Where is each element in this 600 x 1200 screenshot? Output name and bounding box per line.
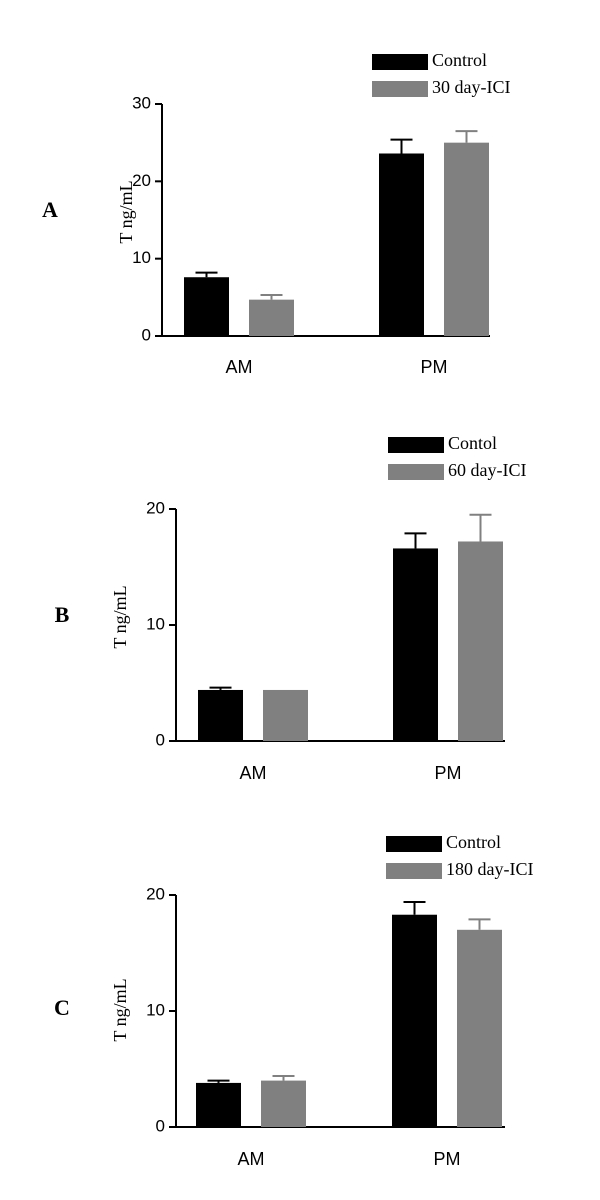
bar-180-day-ici-pm	[457, 929, 502, 1127]
panel-label: A	[42, 197, 58, 222]
bar-30-day-ici-pm	[444, 142, 489, 336]
y-axis-label: T ng/mL	[116, 180, 136, 243]
bar-60-day-ici-pm	[458, 541, 503, 741]
bar-control-pm	[379, 153, 424, 336]
bar-control-am	[196, 1082, 241, 1127]
y-axis-label: T ng/mL	[110, 585, 130, 648]
y-tick-label: 10	[132, 248, 151, 267]
x-category-label: AM	[238, 1149, 265, 1169]
y-tick-label: 0	[156, 1116, 165, 1135]
bar-60-day-ici-am	[263, 689, 308, 741]
legend-label: 60 day-ICI	[448, 460, 526, 480]
y-tick-label: 30	[132, 93, 151, 112]
bar-contol-pm	[393, 548, 438, 741]
y-tick-label: 20	[146, 498, 165, 517]
x-category-label: PM	[421, 357, 448, 377]
legend-label: 180 day-ICI	[446, 859, 533, 879]
y-tick-label: 0	[142, 325, 151, 344]
y-tick-label: 20	[146, 884, 165, 903]
bar-control-pm	[392, 914, 437, 1127]
x-category-label: PM	[434, 1149, 461, 1169]
panel-label: C	[54, 995, 70, 1020]
legend-label: Contol	[448, 433, 497, 453]
legend-swatch	[372, 54, 428, 70]
x-category-label: PM	[435, 763, 462, 783]
legend-label: Control	[432, 50, 487, 70]
y-tick-label: 20	[132, 171, 151, 190]
x-category-label: AM	[240, 763, 267, 783]
bar-180-day-ici-am	[261, 1080, 306, 1127]
bar-contol-am	[198, 689, 243, 741]
legend-swatch	[386, 863, 442, 879]
legend-swatch	[388, 437, 444, 453]
y-axis-label: T ng/mL	[110, 978, 130, 1041]
y-tick-label: 0	[156, 730, 165, 749]
legend-label: Control	[446, 832, 501, 852]
bar-control-am	[184, 277, 229, 336]
y-tick-label: 10	[146, 1000, 165, 1019]
x-category-label: AM	[226, 357, 253, 377]
legend-swatch	[386, 836, 442, 852]
legend-swatch	[372, 81, 428, 97]
legend-swatch	[388, 464, 444, 480]
legend-label: 30 day-ICI	[432, 77, 510, 97]
y-tick-label: 10	[146, 614, 165, 633]
bar-30-day-ici-am	[249, 299, 294, 336]
panel-label: B	[55, 602, 70, 627]
